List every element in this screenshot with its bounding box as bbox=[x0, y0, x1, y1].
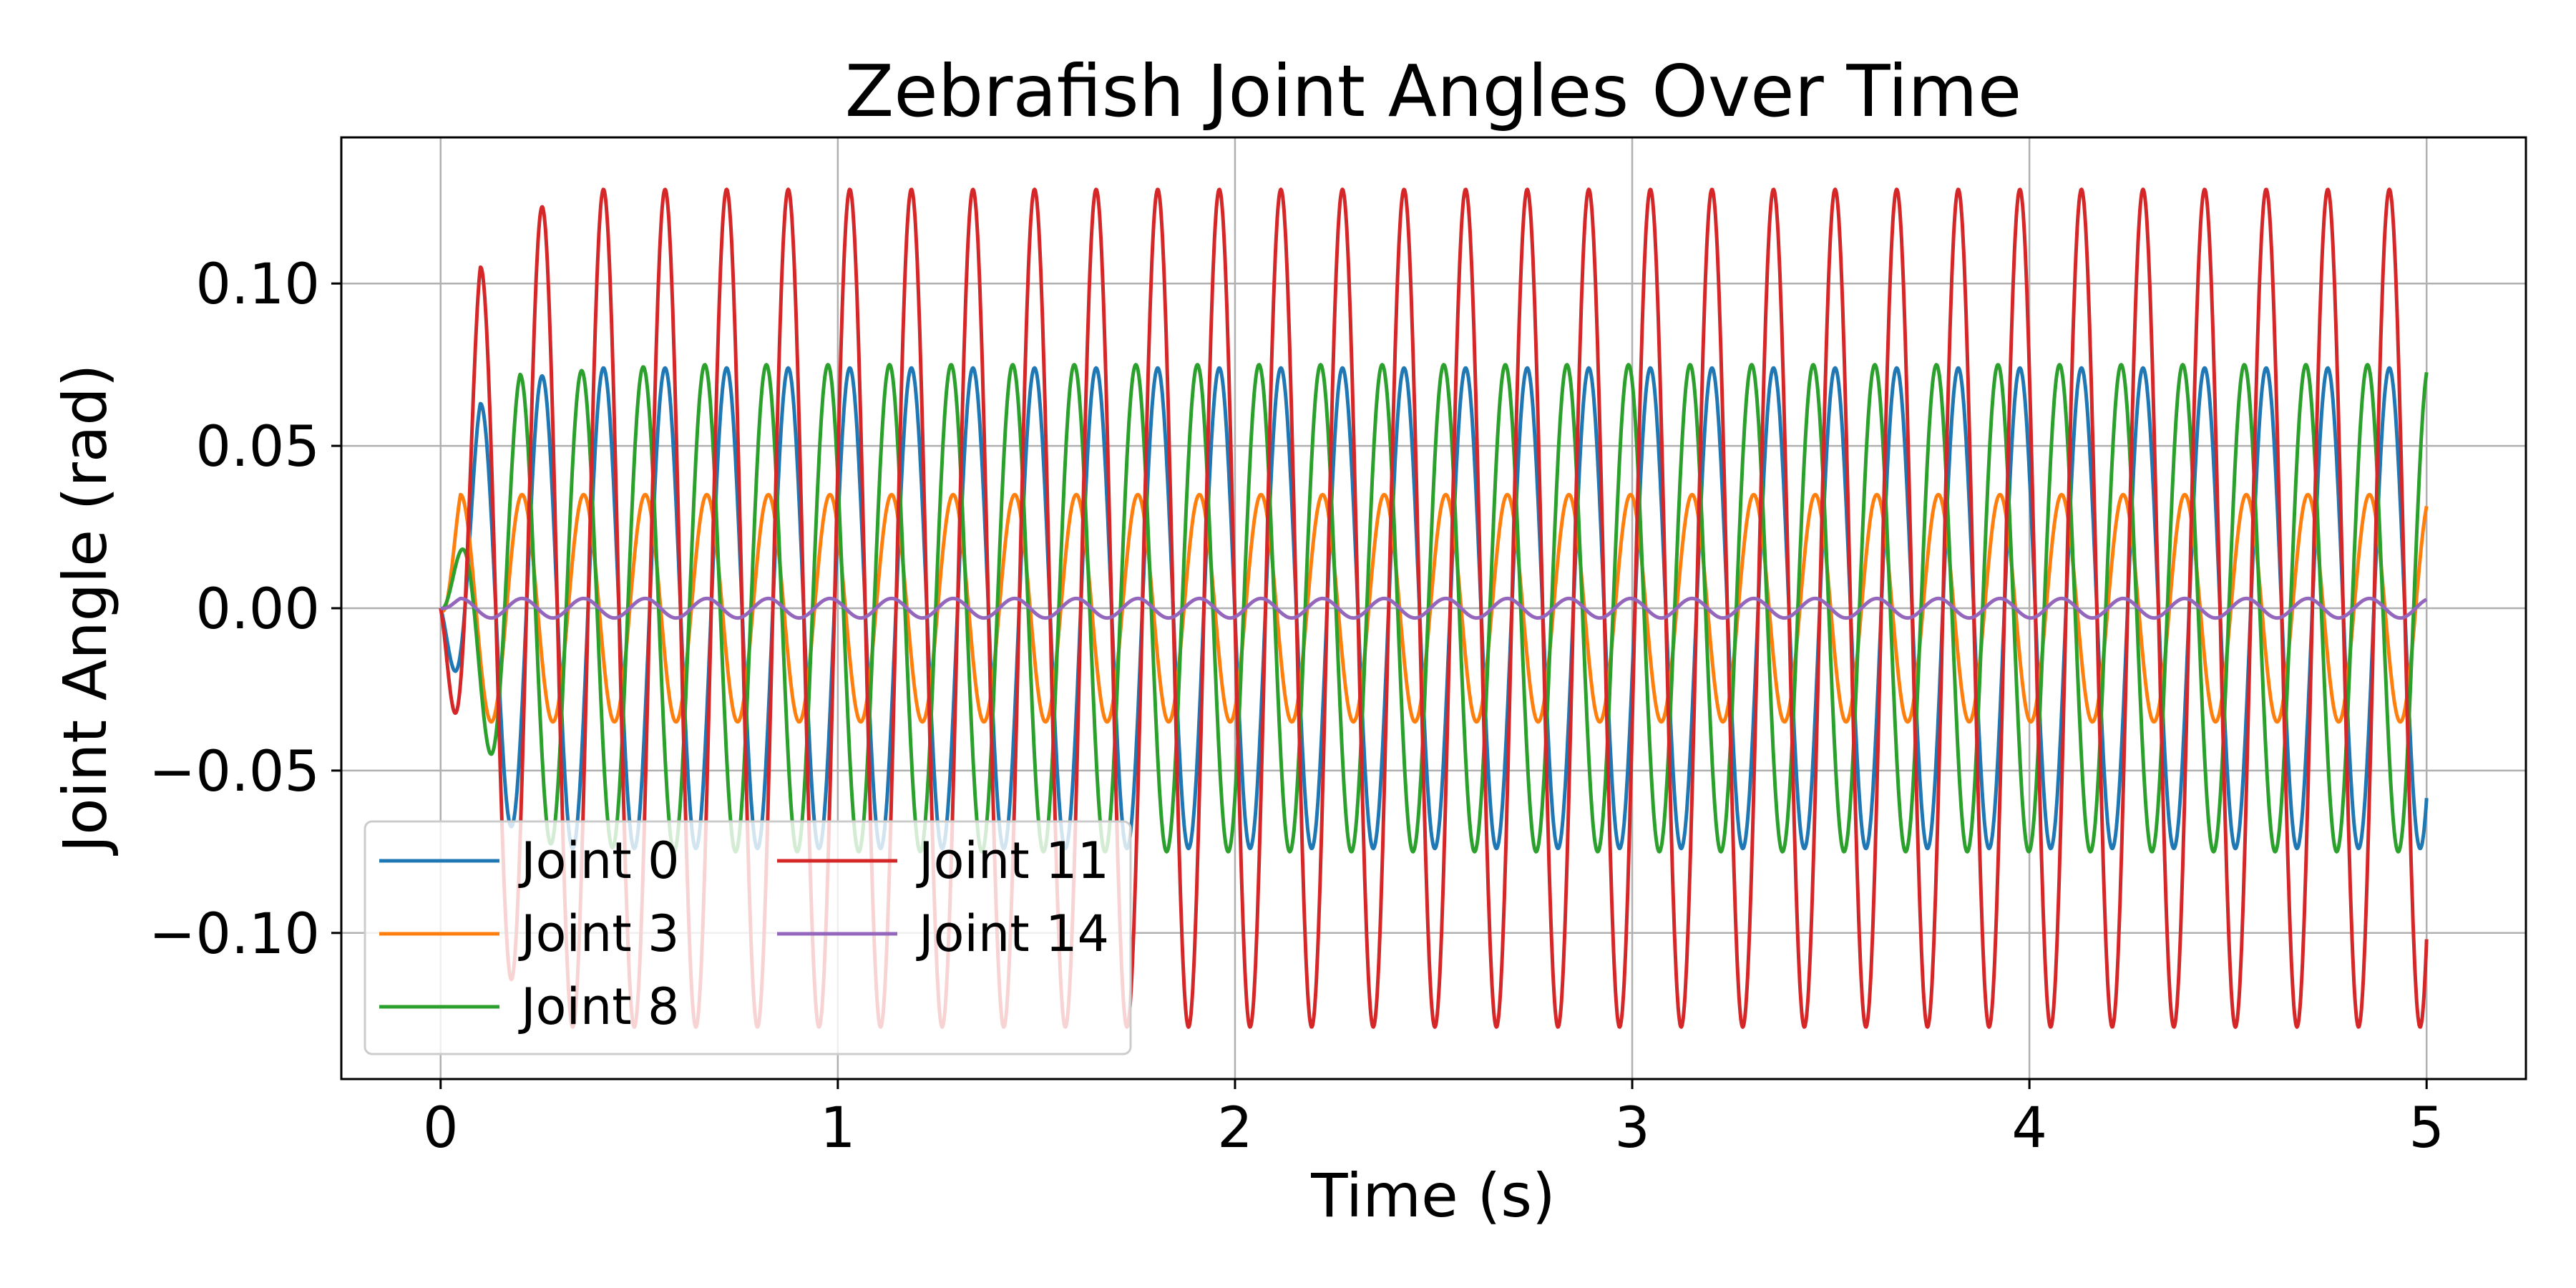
series-line-joint-3 bbox=[439, 492, 2429, 724]
legend-entry-label: Joint 14 bbox=[916, 904, 1109, 963]
y-tick-label: 0.10 bbox=[195, 253, 320, 317]
legend: Joint 0 Joint 3 Joint 8 Joint 11 Joint 14 bbox=[364, 820, 1132, 1055]
y-axis-label: Joint Angle (rad) bbox=[50, 364, 120, 857]
x-tick-label: 0 bbox=[423, 1096, 459, 1161]
legend-box bbox=[364, 820, 1132, 1055]
x-tick-label: 3 bbox=[1614, 1096, 1650, 1161]
x-tick-label: 1 bbox=[820, 1096, 856, 1161]
legend-entry-label: Joint 3 bbox=[518, 904, 680, 963]
legend-entry-label: Joint 0 bbox=[518, 831, 680, 890]
legend-entry-label: Joint 8 bbox=[518, 977, 680, 1036]
series-lines bbox=[439, 187, 2429, 1029]
x-tick-label: 2 bbox=[1217, 1096, 1253, 1161]
y-tick-label: 0.05 bbox=[195, 415, 320, 479]
series-line-joint-11 bbox=[439, 187, 2429, 1029]
y-tick-label: −0.05 bbox=[149, 740, 320, 804]
series-line-joint-14 bbox=[439, 596, 2428, 620]
x-tick-label: 4 bbox=[2011, 1096, 2047, 1161]
x-axis-label: Time (s) bbox=[1310, 1161, 1556, 1231]
y-tick-label: 0.00 bbox=[195, 577, 320, 642]
x-tick-label: 5 bbox=[2409, 1096, 2444, 1161]
series-line-joint-8 bbox=[439, 363, 2429, 854]
axis-ticks: 0 1 2 3 4 5 −0.10 −0.05 0.00 0.05 0.10 bbox=[149, 253, 2444, 1161]
legend-entry-label: Joint 11 bbox=[916, 831, 1109, 890]
chart-title: Zebrafish Joint Angles Over Time bbox=[845, 49, 2021, 133]
y-tick-label: −0.10 bbox=[149, 902, 320, 967]
